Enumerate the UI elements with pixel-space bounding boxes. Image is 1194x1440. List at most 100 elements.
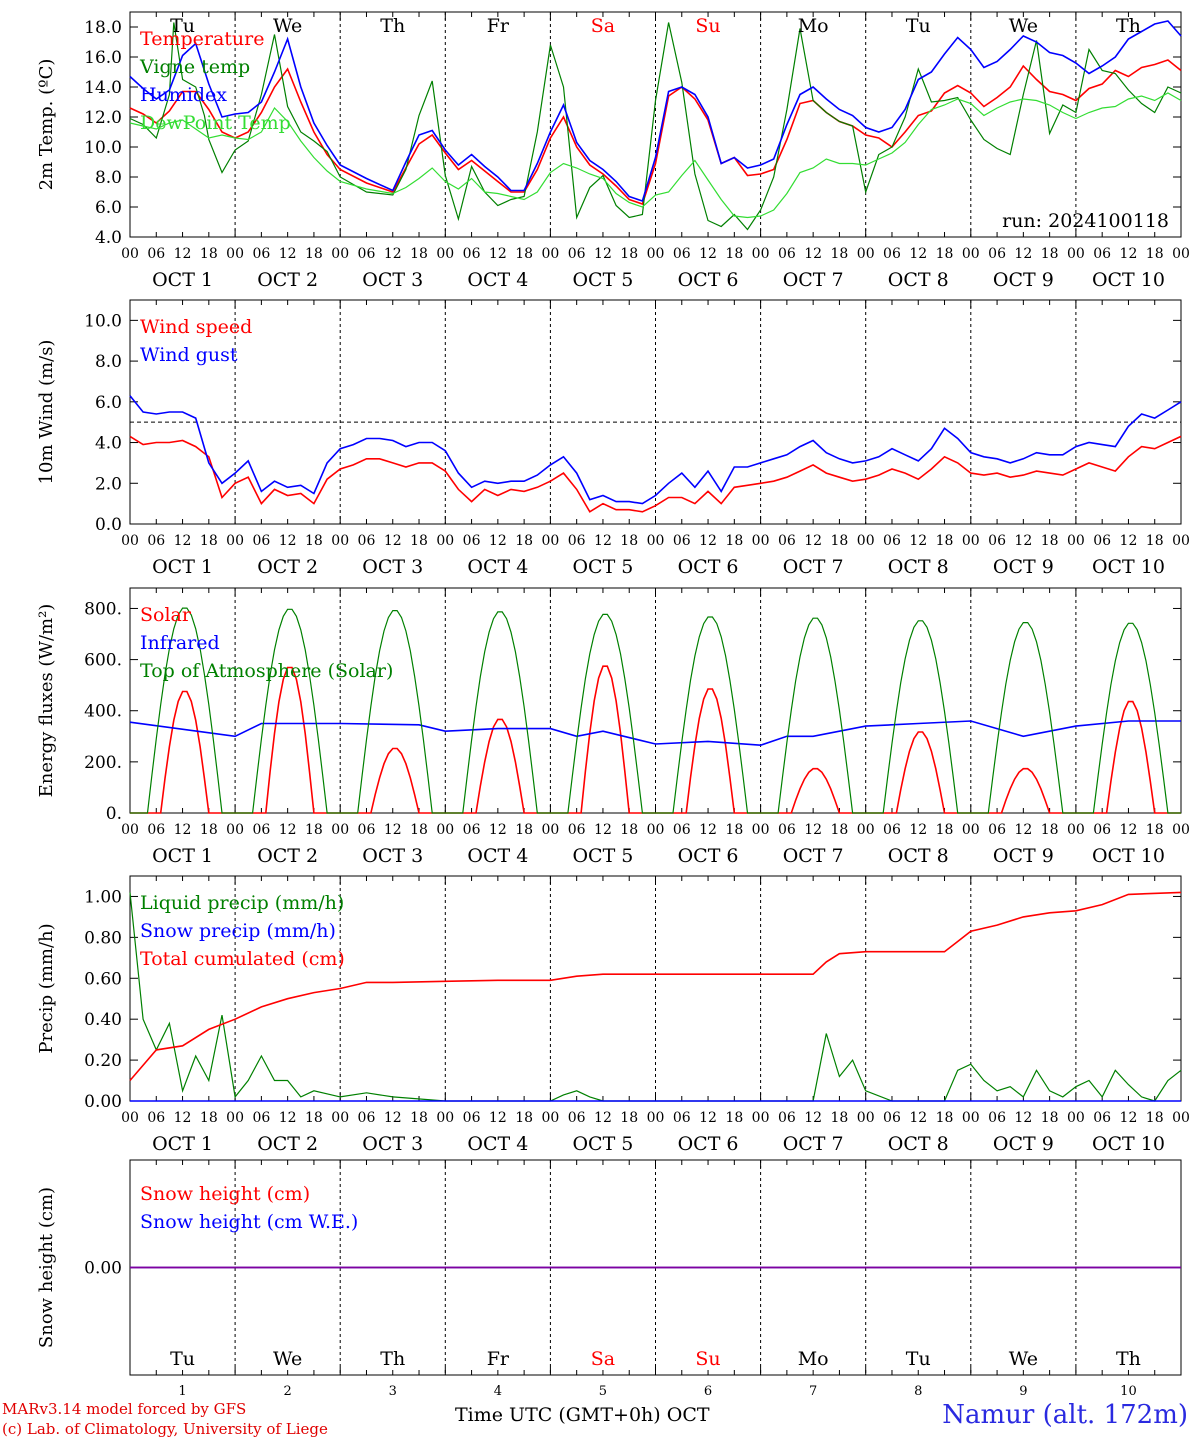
x-hour-label: 18 [305,1110,323,1126]
weekday-label: We [1009,15,1038,37]
weekday-label: We [1009,1348,1038,1370]
x-hour-label: 00 [752,533,770,549]
y-tick-label: 10.0 [84,138,122,158]
frame-energy [129,587,1182,814]
x-hour-label: 12 [699,822,717,838]
x-hour-label: 18 [305,533,323,549]
weekday-label: Mo [798,1348,829,1370]
y-tick-label: 4.0 [95,434,122,454]
legend-dewpoint-temp: DewPoint Temp [140,112,291,134]
x-date-label: OCT 3 [362,1133,423,1155]
x-hour-label: 18 [305,246,323,262]
y-tick-label: 0.60 [84,969,122,989]
x-date-label: OCT 3 [362,556,423,578]
model-credit: MARv3.14 model forced by GFS [2,1400,247,1418]
day-number-label: 9 [1019,1384,1027,1399]
x-hour-label: 18 [725,533,743,549]
lab-credit: (c) Lab. of Climatology, University of L… [2,1420,328,1438]
legend-solar: Solar [140,604,192,626]
x-hour-label: 00 [647,1110,665,1126]
x-hour-label: 00 [752,246,770,262]
x-date-label: OCT 9 [993,556,1054,578]
x-hour-label: 18 [200,246,218,262]
x-hour-label: 06 [883,533,901,549]
legend-total-cumulated-cm-: Total cumulated (cm) [140,948,345,970]
x-hour-label: 00 [226,822,244,838]
weekday-label: Fr [487,1348,510,1370]
x-date-label: OCT 2 [257,845,318,867]
x-hour-label: 12 [804,822,822,838]
x-hour-label: 18 [620,533,638,549]
x-hour-label: 00 [1067,533,1085,549]
legend-top-of-atmosphere-solar-: Top of Atmosphere (Solar) [140,660,393,682]
x-hour-label: 18 [410,1110,428,1126]
x-date-label: OCT 4 [467,269,528,291]
x-hour-label: 12 [699,1110,717,1126]
panel-snow [129,1159,1182,1376]
panel-energy [129,587,1182,814]
panel-temperature [129,11,1182,238]
x-hour-label: 06 [568,1110,586,1126]
x-hour-label: 00 [857,246,875,262]
x-hour-label: 00 [541,533,559,549]
x-hour-label: 00 [331,822,349,838]
x-hour-label: 18 [410,822,428,838]
x-hour-label: 12 [594,822,612,838]
x-date-label: OCT 1 [152,269,213,291]
x-date-label: OCT 1 [152,556,213,578]
x-hour-label: 18 [1146,246,1164,262]
x-hour-label: 12 [1014,246,1032,262]
x-hour-label: 06 [778,246,796,262]
x-hour-label: 00 [331,1110,349,1126]
x-hour-label: 00 [1067,246,1085,262]
x-hour-label: 06 [988,1110,1006,1126]
x-hour-label: 06 [1093,533,1111,549]
day-number-label: 2 [284,1384,292,1399]
y-tick-label: 10.0 [84,311,122,331]
weekday-label: Su [695,1348,720,1370]
x-hour-label: 06 [988,246,1006,262]
weekday-label: Sa [591,15,615,37]
x-hour-label: 06 [463,246,481,262]
y-axis-label: 10m Wind (m/s) [36,340,57,485]
x-hour-label: 00 [226,246,244,262]
x-date-label: OCT 4 [467,1133,528,1155]
x-date-label: OCT 4 [467,556,528,578]
x-hour-label: 06 [252,246,270,262]
x-hour-label: 00 [1172,246,1190,262]
x-hour-label: 12 [699,533,717,549]
x-hour-label: 00 [752,1110,770,1126]
station-name: Namur (alt. 172m) [942,1400,1188,1430]
x-hour-label: 12 [1014,533,1032,549]
y-tick-label: 0.80 [84,928,122,948]
x-date-label: OCT 7 [783,1133,844,1155]
time-axis-label: Time UTC (GMT+0h) OCT [455,1404,710,1426]
y-axis-label: Precip (mm/h) [36,923,57,1053]
x-hour-label: 00 [647,246,665,262]
x-date-label: OCT 2 [257,269,318,291]
x-hour-label: 06 [147,1110,165,1126]
x-hour-label: 18 [620,246,638,262]
x-hour-label: 12 [594,1110,612,1126]
run-label: run: 2024100118 [1002,210,1169,232]
x-hour-label: 00 [1172,533,1190,549]
legend-temperature: Temperature [140,28,264,50]
x-hour-label: 06 [988,822,1006,838]
weekday-label: Tu [170,1348,195,1370]
x-hour-label: 00 [857,822,875,838]
x-hour-label: 12 [804,1110,822,1126]
y-tick-label: 1.00 [84,887,122,907]
x-hour-label: 00 [857,533,875,549]
x-hour-label: 12 [804,533,822,549]
x-hour-label: 18 [200,822,218,838]
series-line-total-cumulated-cm- [129,891,1182,1082]
weekday-label: We [273,15,302,37]
x-hour-label: 18 [515,533,533,549]
x-hour-label: 18 [831,533,849,549]
x-hour-label: 18 [1041,822,1059,838]
day-number-label: 1 [178,1384,186,1399]
x-hour-label: 06 [463,822,481,838]
y-tick-label: 8.0 [95,352,122,372]
x-hour-label: 00 [1067,822,1085,838]
